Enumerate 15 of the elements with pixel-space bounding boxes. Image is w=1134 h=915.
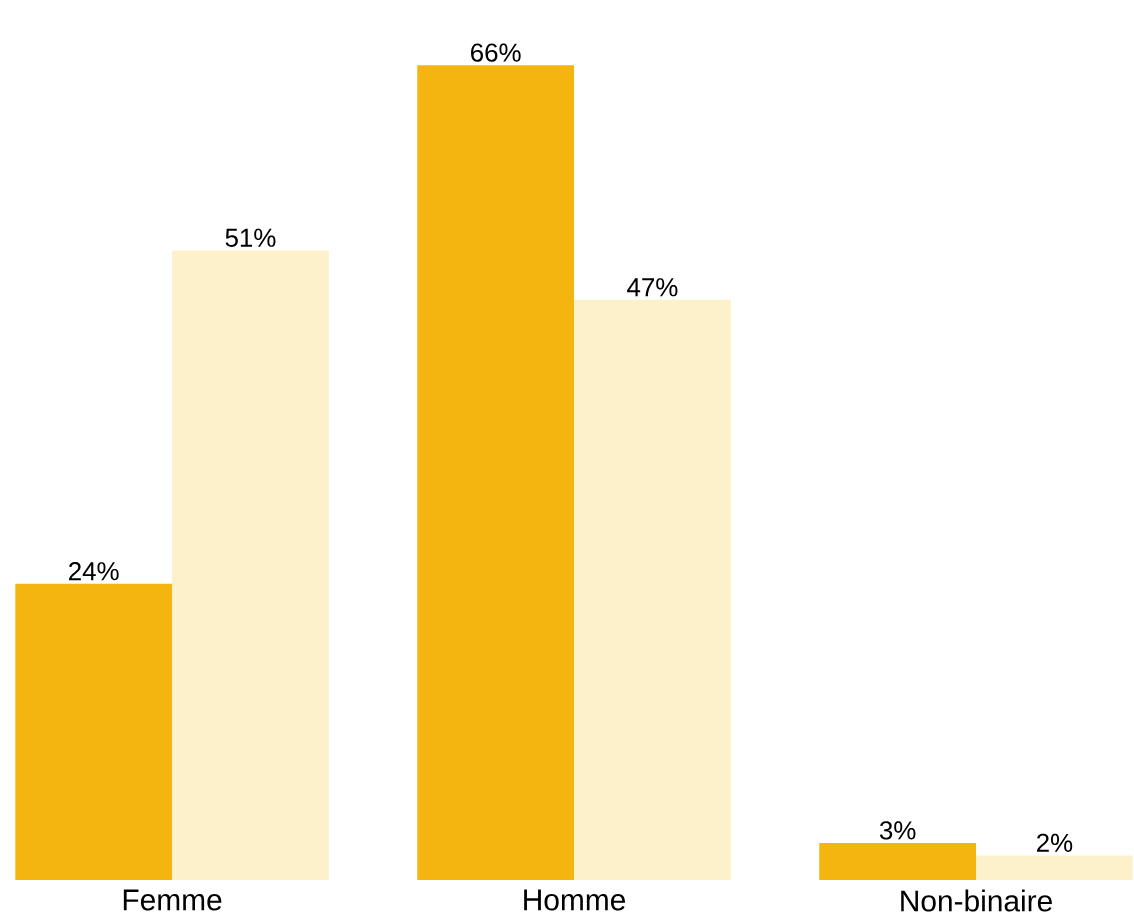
x-tick-label: Non-binaire — [901, 889, 1052, 912]
data-label: 2% — [1036, 833, 1073, 852]
bar — [976, 855, 1133, 881]
bar — [819, 843, 977, 881]
bar — [172, 250, 329, 881]
data-label: 3% — [879, 821, 916, 840]
bar — [15, 583, 173, 881]
bar — [417, 65, 575, 881]
data-label: 47% — [627, 278, 678, 297]
x-tick-label: Homme — [524, 889, 626, 911]
bar — [574, 299, 731, 881]
x-tick-label: Femme — [123, 889, 222, 911]
data-label: 66% — [471, 43, 521, 62]
data-label: 51% — [225, 228, 276, 247]
data-label: 24% — [69, 562, 119, 581]
